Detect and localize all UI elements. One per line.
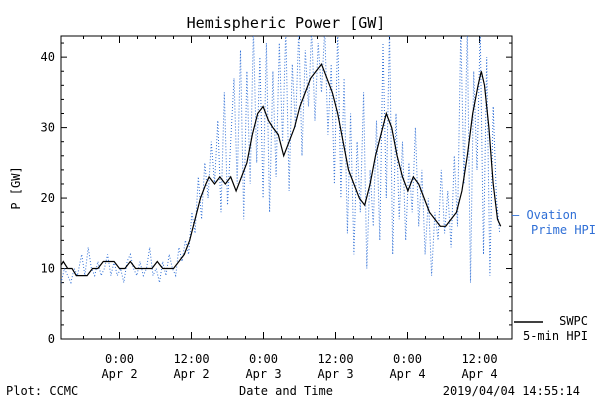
y-tick-label: 10 bbox=[41, 262, 55, 276]
x-tick-label-date: Apr 3 bbox=[317, 367, 353, 381]
y-tick-label: 20 bbox=[41, 191, 55, 205]
series-ovation-prime-line bbox=[61, 36, 501, 285]
plot-frame bbox=[60, 35, 513, 340]
x-tick-label-time: 12:00 bbox=[173, 352, 209, 366]
series-layer bbox=[61, 36, 502, 285]
x-tick-label-time: 12:00 bbox=[461, 352, 497, 366]
x-axis-label: Date and Time bbox=[239, 384, 333, 398]
x-tick-label-time: 0:00 bbox=[249, 352, 278, 366]
y-axis: 0 10 20 30 40 bbox=[41, 42, 512, 346]
x-tick-label-date: Apr 4 bbox=[461, 367, 497, 381]
legend-swpc-line1: SWPC bbox=[559, 314, 588, 328]
legend-ovation-line2: Prime HPI bbox=[531, 223, 596, 237]
legend-ovation-line1: — Ovation bbox=[512, 208, 577, 222]
x-tick-label-time: 12:00 bbox=[317, 352, 353, 366]
chart-title: Hemispheric Power [GW] bbox=[187, 14, 386, 32]
footer-plot-credit: Plot: CCMC bbox=[6, 384, 78, 398]
y-tick-label: 30 bbox=[41, 121, 55, 135]
legend-swpc-line2: 5-min HPI bbox=[523, 329, 588, 343]
x-tick-label-date: Apr 2 bbox=[173, 367, 209, 381]
x-tick-label-date: Apr 2 bbox=[101, 367, 137, 381]
plot-area bbox=[60, 35, 513, 340]
y-axis-label: P [GW] bbox=[9, 166, 23, 209]
legend: — Ovation Prime HPI SWPC 5-min HPI bbox=[512, 208, 596, 343]
y-tick-label: 0 bbox=[48, 332, 55, 346]
x-tick-label-date: Apr 4 bbox=[389, 367, 425, 381]
x-tick-label-time: 0:00 bbox=[393, 352, 422, 366]
series-swpc-line bbox=[61, 62, 502, 277]
y-tick-label: 40 bbox=[41, 50, 55, 64]
footer-timestamp: 2019/04/04 14:55:14 bbox=[443, 384, 580, 398]
x-tick-label-time: 0:00 bbox=[105, 352, 134, 366]
x-tick-label-date: Apr 3 bbox=[245, 367, 281, 381]
